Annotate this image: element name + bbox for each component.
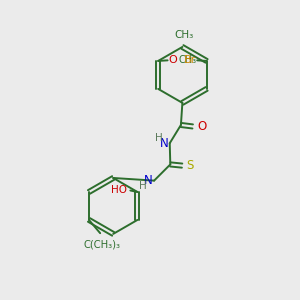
- Text: O: O: [168, 55, 177, 65]
- Text: C(CH₃)₃: C(CH₃)₃: [83, 240, 120, 250]
- Text: S: S: [186, 159, 193, 172]
- Text: Br: Br: [184, 55, 196, 65]
- Text: CH₃: CH₃: [174, 31, 194, 40]
- Text: H: H: [155, 133, 162, 143]
- Text: CH₃: CH₃: [179, 55, 197, 65]
- Text: HO: HO: [111, 185, 127, 196]
- Text: O: O: [198, 120, 207, 133]
- Text: N: N: [160, 137, 169, 150]
- Text: N: N: [144, 174, 153, 187]
- Text: H: H: [139, 181, 147, 191]
